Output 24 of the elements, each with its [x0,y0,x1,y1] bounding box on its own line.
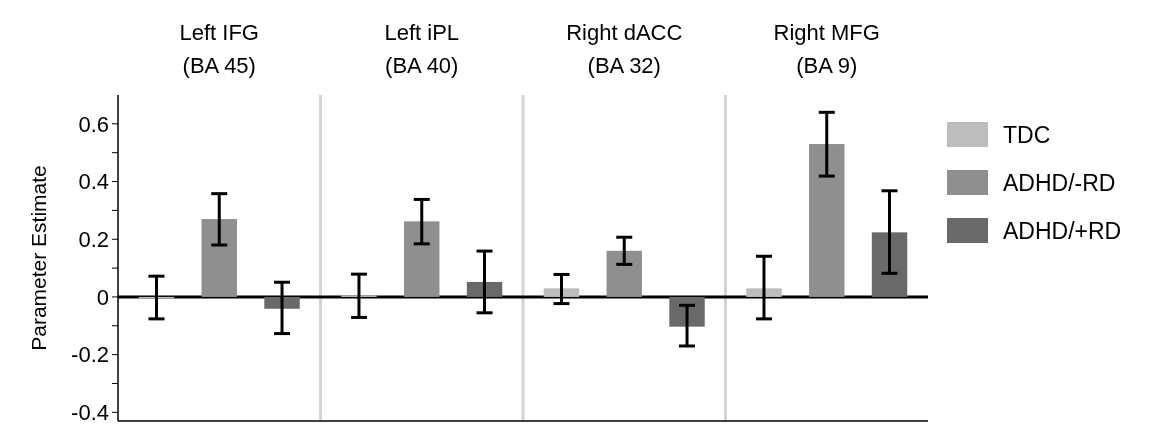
bar [746,288,782,297]
bar [466,281,503,297]
x-tick-label: Right MFG (BA 9) [773,20,880,78]
x-tick-label: Left iPL (BA 40) [384,20,460,78]
y-tick-label: 0 [96,284,109,310]
bar [809,144,845,297]
x-tick-label: Left IFG (BA 45) [179,20,259,78]
bar [543,288,580,297]
y-tick-label: 0.6 [78,111,109,137]
legend-label: ADHD/-RD [1003,170,1116,197]
legend-label: TDC [1003,122,1051,149]
y-tick-label: -0.4 [71,400,109,425]
y-axis-title: Parameter Estimate [27,165,50,351]
y-tick-label: 0.4 [78,169,109,195]
bar [871,232,908,297]
y-tick-label: -0.2 [71,342,109,368]
legend-label: ADHD/+RD [1003,218,1122,245]
x-tick-label: Right dACC (BA 32) [566,20,683,78]
y-tick-label: 0.2 [78,226,109,252]
bar [606,250,642,297]
bar [669,296,705,327]
bar [404,221,440,297]
bar [264,296,300,309]
bar [201,219,237,297]
